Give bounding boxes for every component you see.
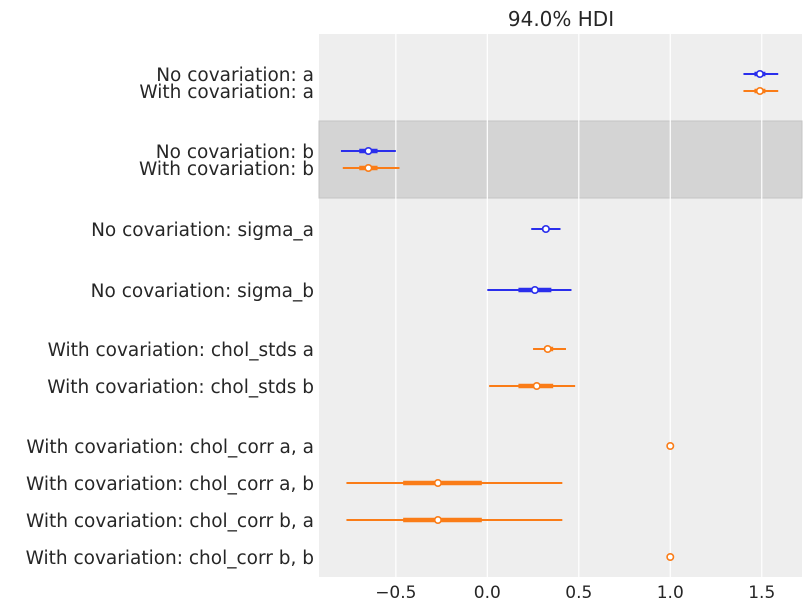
row-label: With covariation: chol_corr a, b xyxy=(26,474,314,495)
mean-point xyxy=(755,70,764,79)
mean-point xyxy=(541,225,550,234)
x-tick-label: −0.5 xyxy=(375,583,416,603)
row-label: With covariation: chol_corr b, a xyxy=(26,511,314,532)
interval-row xyxy=(743,70,779,79)
interval-row xyxy=(487,285,572,294)
mean-point xyxy=(433,515,442,524)
mean-point xyxy=(755,87,764,96)
mean-point xyxy=(666,441,675,450)
row-label: With covariation: chol_corr a, a xyxy=(26,437,314,458)
x-tick-label: 0.0 xyxy=(474,583,501,603)
row-label: No covariation: sigma_b xyxy=(91,281,314,302)
mean-point xyxy=(364,164,373,173)
row-label: With covariation: chol_corr b, b xyxy=(26,548,314,569)
highlight-band xyxy=(318,120,803,199)
row-label: With covariation: chol_stds b xyxy=(47,377,314,398)
row-label: With covariation: a xyxy=(139,82,314,103)
row-label: With covariation: b xyxy=(139,159,314,180)
row-label: With covariation: chol_stds a xyxy=(48,340,314,361)
intervals xyxy=(340,70,779,561)
mean-point xyxy=(364,147,373,156)
highlight-band-group xyxy=(318,120,803,199)
x-axis: −0.5 0.0 0.5 1.0 1.5 xyxy=(375,583,775,603)
interval-row xyxy=(346,478,563,487)
chart-title: 94.0% HDI xyxy=(508,7,614,31)
row-label: No covariation: b xyxy=(156,142,314,163)
x-tick-label: 1.5 xyxy=(748,583,775,603)
interval-row xyxy=(340,147,396,156)
mean-point xyxy=(666,552,675,561)
plot-area xyxy=(319,34,802,577)
interval-row xyxy=(666,552,675,561)
grid-group xyxy=(395,34,763,577)
x-tick-label: 0.5 xyxy=(565,583,592,603)
row-label: No covariation: a xyxy=(156,65,314,86)
mean-point xyxy=(530,285,539,294)
x-tick-label: 1.0 xyxy=(657,583,684,603)
interval-row xyxy=(346,515,563,524)
interval-row xyxy=(531,225,561,234)
mean-point xyxy=(543,344,552,353)
interval-row xyxy=(743,87,779,96)
interval-row xyxy=(489,381,576,390)
row-label: No covariation: sigma_a xyxy=(91,220,314,241)
interval-row xyxy=(666,441,675,450)
interval-row xyxy=(533,344,566,353)
mean-point xyxy=(532,381,541,390)
interval-row xyxy=(342,164,400,173)
mean-point xyxy=(433,478,442,487)
